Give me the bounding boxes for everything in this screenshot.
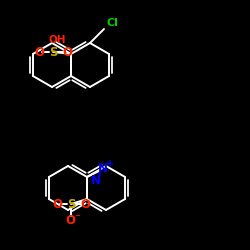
- Text: S: S: [49, 46, 57, 59]
- Text: O: O: [65, 214, 75, 228]
- Text: O: O: [62, 46, 72, 59]
- Text: S: S: [67, 198, 75, 210]
- Text: +: +: [106, 159, 114, 169]
- Text: N: N: [98, 162, 108, 175]
- Text: N: N: [91, 174, 101, 188]
- Text: O: O: [34, 46, 44, 59]
- Text: Cl: Cl: [106, 18, 118, 28]
- Text: ⁻: ⁻: [74, 213, 80, 223]
- Text: O: O: [52, 198, 62, 210]
- Text: OH: OH: [48, 35, 66, 45]
- Text: O: O: [80, 198, 90, 210]
